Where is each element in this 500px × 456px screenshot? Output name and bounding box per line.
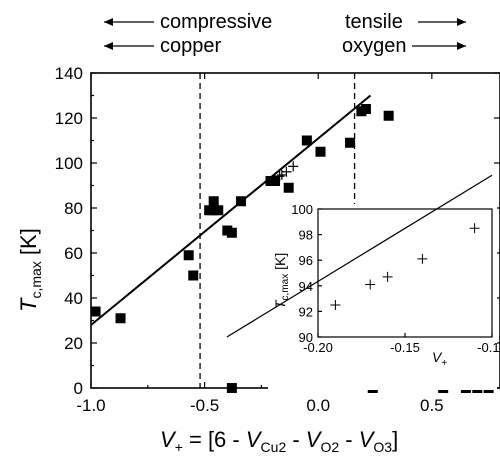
data-point-plus bbox=[281, 166, 292, 177]
x-tick-label: 0.0 bbox=[306, 396, 330, 415]
left-arrowhead-top bbox=[104, 18, 113, 26]
inset-fit-line bbox=[226, 174, 493, 338]
inset-data-point-plus bbox=[365, 279, 376, 290]
annotation-oxygen: oxygen bbox=[342, 35, 407, 57]
y-tick-label: 80 bbox=[64, 199, 83, 218]
inset-y-tick-label: 90 bbox=[299, 330, 313, 345]
inset-x-tick-label: -0.20 bbox=[303, 340, 333, 355]
data-point-square bbox=[345, 137, 356, 148]
data-point-square bbox=[315, 146, 326, 157]
data-point-square bbox=[213, 205, 224, 216]
y-tick-label: 20 bbox=[64, 334, 83, 353]
y-tick-label: 100 bbox=[55, 154, 83, 173]
data-point-square bbox=[208, 196, 219, 207]
data-point-square bbox=[226, 383, 237, 393]
main-plot: 0 20 40 60 80 100 120 140 -1.0 -0.5 0.0 0.5 bbox=[55, 64, 500, 415]
x-tick-label: -1.0 bbox=[76, 396, 105, 415]
inset-background bbox=[268, 204, 497, 390]
inset-y-tick-label: 92 bbox=[299, 304, 313, 319]
data-point-square bbox=[188, 270, 199, 281]
inset-y-tick-label: 98 bbox=[299, 228, 313, 243]
annotation-compressive: compressive bbox=[160, 11, 272, 33]
left-arrowhead-bottom bbox=[104, 42, 113, 50]
x-tick-label: 0.5 bbox=[420, 396, 444, 415]
inset-x-axis-title: V+ bbox=[432, 349, 447, 369]
x-axis-title: V+ = [6 - VCu2 - VO2 - VO3] bbox=[160, 427, 398, 455]
data-point-square bbox=[360, 104, 371, 114]
inset-y-axis-title: Tc,max [K] bbox=[272, 253, 291, 309]
y-tick-label: 40 bbox=[64, 289, 83, 308]
data-point-square bbox=[226, 227, 237, 238]
annotation-copper: copper bbox=[160, 35, 221, 57]
data-point-square bbox=[115, 313, 126, 324]
data-point-square bbox=[301, 135, 312, 146]
data-point-plus bbox=[288, 161, 299, 172]
y-tick-label: 120 bbox=[55, 109, 83, 128]
y-tick-label: 140 bbox=[55, 64, 83, 83]
right-arrowhead-top bbox=[457, 18, 466, 26]
inset-data-point-plus bbox=[469, 223, 480, 234]
inset-y-tick-label: 96 bbox=[299, 253, 313, 268]
data-point-square bbox=[90, 306, 101, 317]
inset-data-point-plus bbox=[417, 253, 428, 264]
inset-data-point-plus bbox=[330, 300, 341, 310]
x-tick-label: -0.5 bbox=[190, 396, 219, 415]
inset-x-tick-label: -0.10 bbox=[477, 340, 500, 355]
annotation-tensile: tensile bbox=[345, 11, 403, 33]
inset-y-tick-label: 94 bbox=[299, 279, 313, 294]
right-arrowhead-bottom bbox=[457, 42, 466, 50]
data-point-square bbox=[283, 182, 294, 193]
strain-annotations: compressive copper tensile oxygen bbox=[104, 11, 466, 57]
data-point-plus bbox=[274, 171, 285, 182]
fit-line bbox=[90, 94, 372, 326]
y-axis-title: Tc,max [K] bbox=[16, 228, 44, 312]
inset-x-tick-label: -0.15 bbox=[390, 340, 420, 355]
inset-plot: 90 92 94 96 98 100 -0.20 -0.15 -0.10 Tc,max [K] V+ bbox=[226, 174, 500, 390]
data-point-square bbox=[183, 250, 194, 261]
inset-y-tick-label: 100 bbox=[291, 202, 313, 217]
y-tick-label: 60 bbox=[64, 244, 83, 263]
y-tick-label: 0 bbox=[74, 379, 83, 398]
data-point-square bbox=[235, 196, 246, 207]
inset-data-point-plus bbox=[382, 271, 393, 282]
data-point-square bbox=[383, 110, 394, 121]
